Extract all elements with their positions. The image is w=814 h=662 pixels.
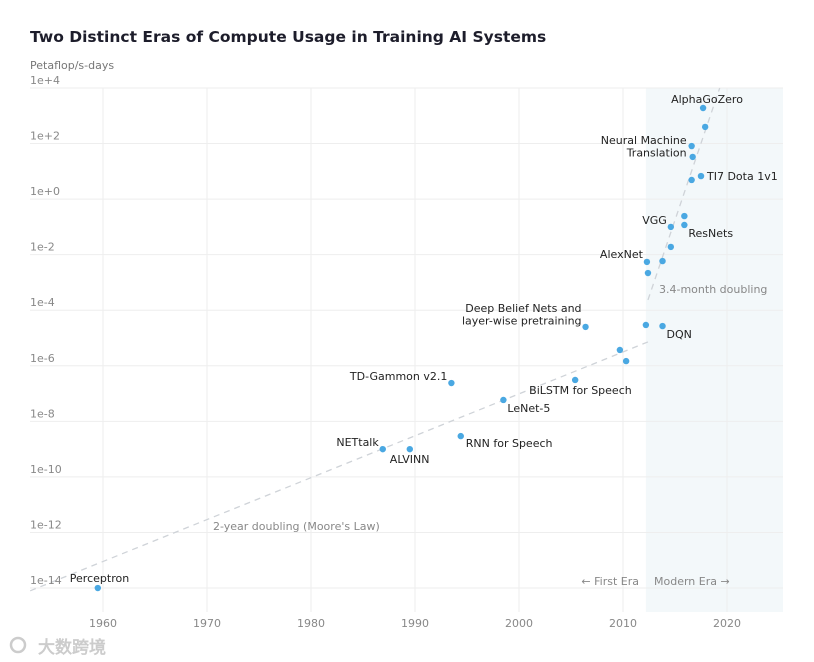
data-point: [643, 258, 651, 266]
data-point: [500, 396, 507, 404]
data-point: [667, 223, 675, 231]
point-label: DQN: [667, 328, 692, 341]
x-tick-label: 2000: [505, 617, 533, 630]
y-tick-label: 1e-6: [30, 352, 55, 365]
data-point: [457, 432, 464, 440]
data-point: [681, 221, 688, 229]
trend-line: [647, 87, 721, 301]
data-point: [622, 357, 630, 365]
data-point: [659, 322, 666, 330]
watermark: 大数跨境: [38, 637, 106, 658]
point-label: Perceptron: [70, 572, 129, 585]
data-point: [644, 269, 652, 277]
chart-title: Two Distinct Eras of Compute Usage in Tr…: [30, 28, 546, 46]
y-tick-label: 1e+2: [30, 130, 60, 143]
x-tick-label: 1980: [297, 617, 325, 630]
x-tick-label: 1960: [89, 617, 117, 630]
axis-ticks: 1e+4 1e+2 1e+0 1e-2 1e-4 1e-6 1e-8 1e-10 1e-12 1e…: [30, 74, 741, 630]
x-tick-label: 2020: [713, 617, 741, 630]
point-label: AlphaGoZero: [671, 93, 743, 106]
y-axis-label: Petaflop/s-days: [30, 59, 114, 72]
point-label: Neural Machine: [601, 134, 687, 147]
point-label: RNN for Speech: [466, 437, 553, 450]
point-label: BiLSTM for Speech: [529, 384, 632, 397]
moores-law-annotation: 2-year doubling (Moore's Law): [213, 520, 380, 533]
data-point: [697, 172, 705, 180]
data-point: [688, 142, 695, 150]
data-point: [689, 153, 696, 161]
data-points: [94, 104, 709, 592]
data-point: [406, 445, 413, 453]
x-tick-label: 2010: [609, 617, 637, 630]
data-point: [642, 321, 650, 329]
data-point: [667, 243, 675, 251]
point-label: AlexNet: [600, 248, 644, 261]
y-tick-label: 1e-8: [30, 407, 55, 420]
watermark-logo-icon: [9, 636, 27, 654]
data-point: [699, 104, 707, 112]
modern-era-shading: [645, 88, 783, 612]
data-point: [582, 323, 589, 331]
point-labels: Perceptron NETtalk ALVINN RNN for Speech TD-…: [70, 93, 778, 585]
y-tick-label: 1e-2: [30, 241, 55, 254]
y-tick-label: 1e-10: [30, 463, 62, 476]
trend-line: [29, 341, 649, 592]
trend-lines: [29, 87, 721, 592]
data-point: [616, 346, 624, 354]
point-label: Deep Belief Nets and: [465, 302, 581, 315]
point-label: VGG: [642, 214, 667, 227]
data-point: [701, 123, 709, 131]
first-era-label: ← First Era: [581, 575, 639, 588]
modern-doubling-annotation: 3.4-month doubling: [659, 283, 767, 296]
data-point: [688, 176, 695, 184]
point-label: ResNets: [688, 227, 733, 240]
point-label: Translation: [626, 147, 687, 160]
y-tick-label: 1e-4: [30, 296, 55, 309]
data-point: [681, 212, 688, 220]
point-label: NETtalk: [336, 436, 379, 449]
x-tick-label: 1990: [401, 617, 429, 630]
y-tick-label: 1e-12: [30, 518, 62, 531]
data-point: [448, 379, 455, 387]
data-point: [94, 584, 102, 592]
point-label: TD-Gammon v2.1: [349, 370, 447, 383]
y-tick-label: 1e+0: [30, 185, 60, 198]
y-tick-label: 1e+4: [30, 74, 60, 87]
point-label: ALVINN: [390, 453, 430, 466]
y-tick-label: 1e-14: [30, 574, 62, 587]
x-tick-label: 1970: [193, 617, 221, 630]
data-point: [659, 257, 666, 265]
point-label: TI7 Dota 1v1: [706, 170, 778, 183]
point-label: layer-wise pretraining: [462, 314, 582, 327]
modern-era-label: Modern Era →: [654, 575, 730, 588]
data-point: [571, 376, 579, 384]
point-label: LeNet-5: [507, 402, 550, 415]
data-point: [379, 445, 386, 453]
grid: [30, 87, 783, 612]
